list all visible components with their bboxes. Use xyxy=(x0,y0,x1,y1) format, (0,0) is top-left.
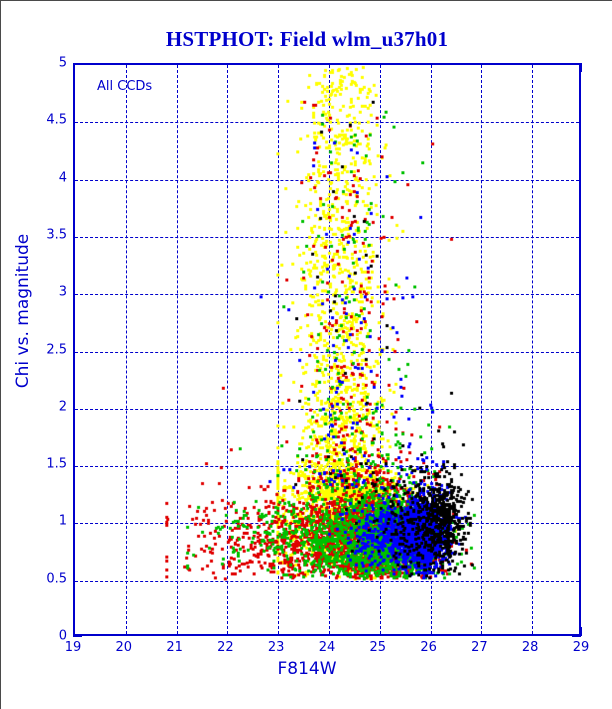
plot-area: All CCDs xyxy=(73,63,581,636)
y-tick-label: 1 xyxy=(58,513,67,529)
y-tick-label: 1.5 xyxy=(46,456,67,472)
x-tick-major-top xyxy=(581,63,582,72)
x-tick-label: 29 xyxy=(572,640,590,655)
plot-annotation: All CCDs xyxy=(97,79,153,94)
x-tick-label: 22 xyxy=(217,640,234,655)
x-tick-label: 19 xyxy=(64,640,82,655)
y-tick-major xyxy=(73,636,82,637)
x-axis-label: F814W xyxy=(277,659,337,679)
y-tick-label: 2 xyxy=(58,399,67,415)
page-title: HSTPHOT: Field wlm_u37h01 xyxy=(165,27,449,51)
x-tick-major xyxy=(581,627,582,636)
y-tick-major-right xyxy=(572,636,581,637)
y-tick-label: 4.5 xyxy=(46,112,67,128)
y-tick-label: 5 xyxy=(58,55,67,71)
x-tick-label: 25 xyxy=(369,640,387,655)
scatter-points xyxy=(75,65,579,634)
y-tick-label: 3 xyxy=(58,284,67,300)
x-tick-label: 23 xyxy=(267,640,285,655)
x-tick-label: 20 xyxy=(115,640,133,655)
y-tick-label: 4 xyxy=(58,170,67,186)
x-tick-label: 21 xyxy=(166,640,183,655)
x-tick-label: 28 xyxy=(521,640,539,655)
y-tick-label: 0.5 xyxy=(46,571,67,587)
x-tick-label: 26 xyxy=(420,640,437,655)
y-tick-label: 2.5 xyxy=(46,342,67,357)
x-tick-label: 24 xyxy=(318,640,336,655)
y-tick-label: 0 xyxy=(58,628,67,644)
y-tick-label: 3.5 xyxy=(46,227,67,243)
x-tick-label: 27 xyxy=(471,640,488,655)
